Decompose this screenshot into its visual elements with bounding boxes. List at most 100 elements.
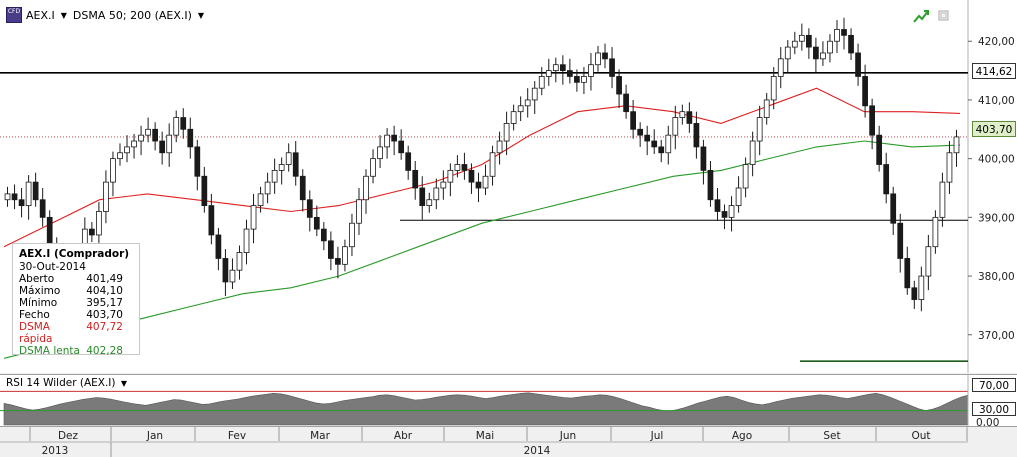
- candle: [4, 186, 11, 207]
- info-value: 395,17: [86, 297, 123, 309]
- candle: [489, 145, 496, 186]
- candle: [841, 17, 847, 50]
- candle: [953, 129, 960, 167]
- candle: [166, 123, 173, 167]
- y-tick-label: 380,00: [978, 271, 1015, 283]
- candle: [328, 231, 334, 271]
- candle: [292, 141, 299, 186]
- dropdown-icon[interactable]: ▼: [60, 10, 67, 20]
- time-axis: Dez Jan Fev Mar Abr Mai Jun Jul Ago Set Out 2013 201…: [0, 426, 1017, 457]
- candle: [595, 45, 601, 72]
- candle: [264, 172, 271, 204]
- candle: [398, 129, 405, 160]
- candle: [363, 169, 369, 214]
- candle: [756, 105, 763, 156]
- x-year-label: 2013: [42, 445, 69, 457]
- candle: [581, 67, 587, 95]
- candle: [180, 108, 187, 139]
- x-month-label: Out: [911, 430, 930, 442]
- candle: [124, 135, 130, 163]
- x-month-label: Set: [823, 430, 840, 442]
- candle: [271, 158, 278, 194]
- candle: [672, 105, 679, 150]
- y-tick-label: 410,00: [978, 95, 1015, 107]
- candle: [932, 210, 939, 254]
- candle: [524, 88, 531, 118]
- info-value: 407,72: [86, 321, 123, 333]
- candle: [623, 84, 629, 119]
- candle: [658, 139, 665, 163]
- candle: [384, 128, 390, 159]
- candle: [918, 266, 925, 312]
- candle: [883, 152, 890, 204]
- candle: [461, 152, 468, 180]
- y-tick-label: 390,00: [978, 212, 1015, 224]
- trend-icon[interactable]: [912, 8, 930, 24]
- candle: [616, 69, 622, 109]
- fast-ma-line: [3, 87, 961, 248]
- candle: [827, 34, 833, 63]
- candle: [173, 110, 180, 143]
- dropdown-icon[interactable]: ▼: [197, 10, 205, 20]
- candle: [531, 81, 538, 115]
- candle: [609, 47, 615, 89]
- info-date: 30-Out-2014: [19, 261, 86, 273]
- indicator-selector[interactable]: DSMA 50; 200 (AEX.I) ▼: [73, 9, 204, 22]
- candle: [946, 141, 953, 194]
- rsi-title[interactable]: RSI 14 Wilder (AEX.I) ▼: [6, 377, 127, 389]
- candle: [728, 196, 735, 232]
- x-month-label: Jun: [559, 430, 576, 442]
- y-tick-label: 420,00: [978, 36, 1015, 48]
- x-month-label: Ago: [732, 430, 752, 442]
- candle: [567, 58, 573, 84]
- candle: [201, 166, 208, 213]
- indicator-label: DSMA 50; 200 (AEX.I): [72, 8, 192, 22]
- candle: [552, 57, 559, 83]
- candle: [194, 139, 201, 191]
- candle: [138, 125, 144, 156]
- candle: [637, 122, 644, 147]
- candle: [798, 23, 805, 51]
- candle: [370, 149, 376, 184]
- candle: [236, 245, 243, 280]
- info-label: Mínimo: [19, 297, 58, 309]
- ticker-selector[interactable]: CFD AEX.I ▼: [6, 7, 67, 23]
- candle: [215, 227, 222, 271]
- candle: [869, 98, 875, 150]
- chart-toolbar: CFD AEX.I ▼ DSMA 50; 200 (AEX.I) ▼: [6, 7, 204, 23]
- candle: [693, 111, 700, 159]
- x-month-label: Mar: [310, 430, 330, 442]
- ticker-label: AEX.I: [26, 8, 55, 22]
- candle: [454, 155, 461, 178]
- candle: [18, 188, 25, 218]
- rsi-panel: RSI 14 Wilder (AEX.I) ▼ 70,00 30,00 0,00: [0, 374, 1017, 429]
- hline-price-badge: 414,62: [972, 63, 1016, 79]
- info-value: 402,28: [86, 345, 123, 357]
- window-icon[interactable]: [938, 10, 950, 22]
- candle: [904, 246, 911, 295]
- candle: [440, 170, 447, 200]
- candle: [630, 99, 636, 139]
- candle: [306, 190, 313, 232]
- candle: [412, 160, 419, 200]
- candle: [496, 131, 503, 165]
- candle: [813, 37, 819, 73]
- y-tick-label: 400,00: [978, 154, 1015, 166]
- candle: [763, 92, 770, 125]
- info-value: 403,70: [86, 309, 123, 321]
- candle: [299, 169, 306, 212]
- info-value: 401,49: [86, 273, 123, 285]
- candle: [679, 104, 686, 125]
- candle: [897, 213, 904, 273]
- dropdown-icon[interactable]: ▼: [120, 379, 127, 388]
- price-chart-panel: 420,00 410,00 400,00 390,00 380,00 370,00 CFD…: [0, 0, 1017, 373]
- candle: [342, 239, 348, 272]
- candle: [784, 40, 791, 73]
- candle: [320, 222, 327, 251]
- candle: [117, 143, 123, 166]
- candle: [250, 193, 257, 244]
- candle: [855, 43, 861, 86]
- candle: [131, 133, 137, 159]
- candle: [538, 67, 545, 96]
- candle: [834, 20, 840, 53]
